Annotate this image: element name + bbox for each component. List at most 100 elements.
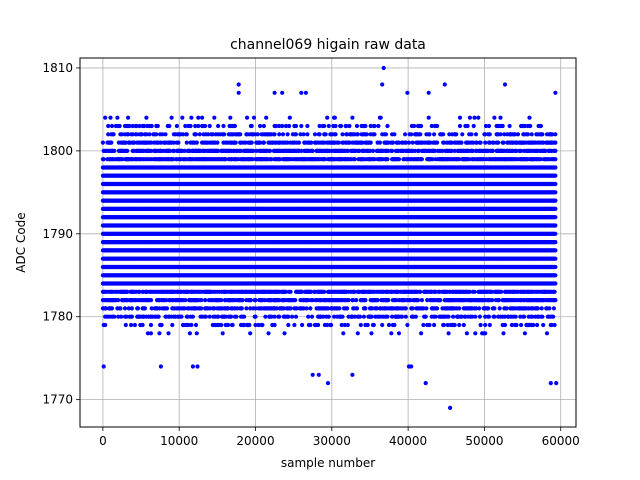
- data-point: [272, 322, 277, 328]
- data-point: [363, 306, 368, 311]
- data-point: [519, 322, 524, 328]
- data-point: [340, 314, 345, 319]
- data-point: [413, 314, 418, 319]
- data-point: [253, 314, 258, 319]
- data-point: [235, 306, 240, 311]
- data-point: [203, 314, 208, 319]
- data-point: [459, 314, 464, 319]
- data-point: [438, 298, 443, 303]
- data-point: [269, 314, 274, 319]
- data-point: [132, 322, 137, 328]
- data-point: [219, 298, 224, 303]
- data-point: [553, 248, 558, 253]
- data-point: [199, 298, 204, 303]
- data-point: [363, 298, 368, 303]
- data-point: [203, 298, 208, 303]
- data-point: [492, 306, 497, 311]
- data-point: [473, 331, 478, 336]
- data-point: [293, 298, 298, 303]
- data-point: [483, 322, 488, 328]
- data-point: [148, 298, 154, 303]
- data-point: [463, 314, 468, 319]
- data-point: [369, 314, 374, 319]
- data-point: [126, 306, 131, 311]
- data-point: [390, 314, 395, 319]
- data-point: [497, 306, 502, 311]
- data-point: [325, 322, 330, 328]
- data-point: [310, 298, 315, 303]
- data-point: [248, 331, 253, 336]
- data-point: [230, 322, 235, 328]
- data-point: [451, 314, 456, 319]
- data-point: [189, 322, 194, 328]
- data-point: [425, 298, 430, 303]
- data-point: [342, 322, 347, 328]
- data-point: [551, 314, 556, 319]
- data-point: [148, 331, 154, 336]
- data-point: [157, 306, 162, 311]
- data-point: [446, 331, 451, 336]
- data-point: [207, 306, 212, 311]
- data-point: [304, 306, 309, 311]
- data-point: [123, 322, 128, 328]
- data-point: [219, 322, 224, 328]
- data-point: [502, 314, 508, 319]
- data-point: [216, 314, 221, 319]
- data-point: [148, 322, 154, 328]
- data-point: [248, 298, 253, 303]
- data-point: [119, 314, 124, 319]
- data-point: [509, 322, 514, 328]
- data-point: [262, 298, 267, 303]
- data-point: [277, 298, 282, 303]
- data-point: [309, 289, 314, 294]
- data-point: [452, 322, 457, 328]
- data-point: [522, 331, 528, 336]
- data-point: [386, 322, 392, 328]
- data-point: [551, 306, 557, 311]
- data-point: [149, 306, 154, 311]
- data-point: [325, 306, 331, 311]
- data-point: [187, 331, 192, 336]
- data-point: [292, 322, 297, 328]
- data-point: [129, 314, 134, 319]
- data-point: [553, 281, 558, 286]
- data-point: [306, 314, 311, 319]
- data-point: [277, 314, 282, 319]
- data-point: [322, 289, 327, 294]
- data-point: [514, 322, 519, 328]
- data-point: [142, 306, 147, 311]
- data-point: [464, 331, 469, 336]
- data-point: [272, 314, 277, 319]
- data-point: [433, 314, 438, 319]
- data-point: [239, 306, 244, 311]
- data-point: [419, 298, 424, 303]
- data-point: [418, 289, 423, 294]
- data-point: [281, 306, 286, 311]
- data-point: [103, 306, 108, 311]
- data-point: [345, 322, 350, 328]
- data-point: [445, 322, 450, 328]
- data-point: [290, 314, 295, 319]
- data-point: [473, 314, 478, 319]
- data-point: [346, 298, 351, 303]
- data-point: [345, 306, 350, 311]
- data-point: [256, 322, 261, 328]
- data-point: [393, 298, 398, 303]
- data-point: [194, 331, 199, 336]
- data-point: [405, 322, 410, 328]
- data-point: [242, 322, 247, 328]
- data-point: [288, 306, 293, 311]
- data-point: [306, 298, 311, 303]
- data-point: [164, 298, 169, 303]
- data-point: [415, 298, 421, 303]
- data-point: [553, 273, 558, 278]
- data-point: [432, 322, 437, 328]
- data-point: [124, 314, 129, 319]
- data-point: [159, 322, 164, 328]
- data-point: [244, 306, 249, 311]
- data-point: [140, 322, 145, 328]
- data-point: [499, 289, 504, 294]
- data-point: [392, 322, 397, 328]
